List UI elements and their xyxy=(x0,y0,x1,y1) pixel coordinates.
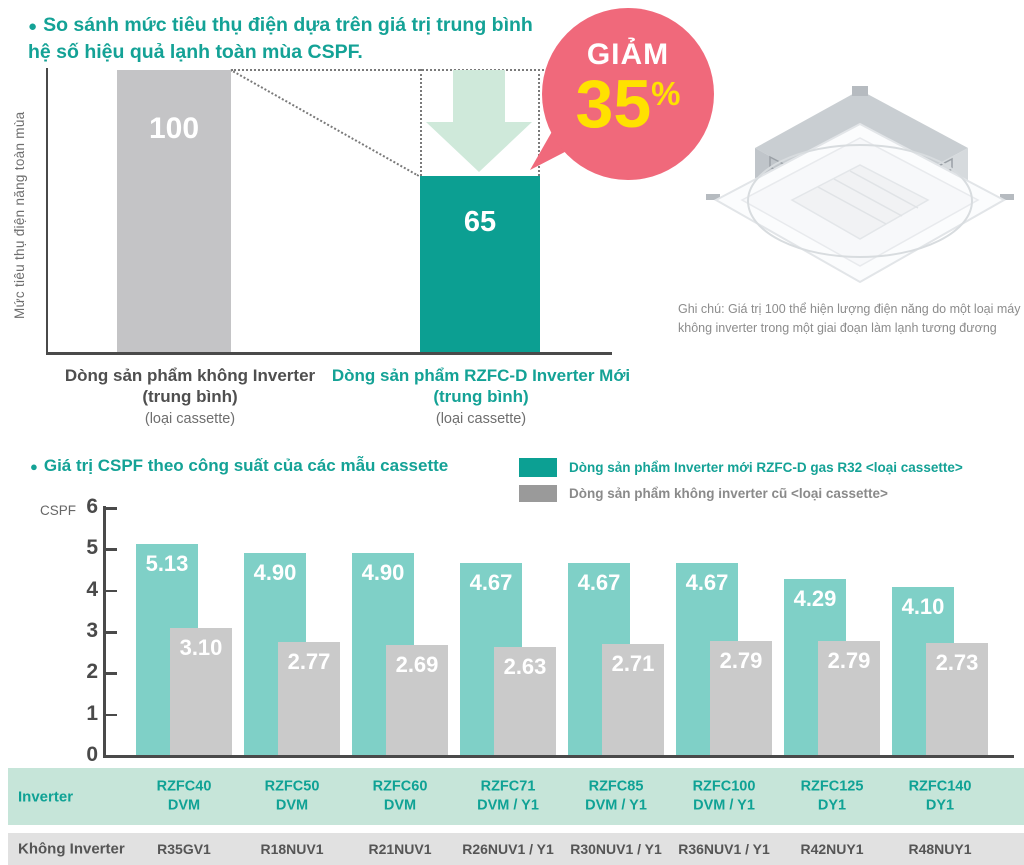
legend-label-inverter: Dòng sản phẩm Inverter mới RZFC-D gas R3… xyxy=(569,460,963,475)
badge-value: 35% xyxy=(575,66,681,142)
y-tick-mark xyxy=(106,589,117,593)
bullet-icon: ● xyxy=(28,18,38,35)
bar-inverter-value: 65 xyxy=(463,206,497,238)
chart2-y-axis-line xyxy=(103,506,106,758)
bar-non-inverter-100: 100 xyxy=(117,70,231,353)
bar-value-label: 4.90 xyxy=(361,560,405,586)
reduction-arrow-icon xyxy=(426,70,532,172)
chart2-x-axis-line xyxy=(103,755,1014,758)
label-non-inverter: Dòng sản phẩm không Inverter (trung bình… xyxy=(64,366,316,428)
bar-value-label: 2.73 xyxy=(935,650,979,676)
bar-value-label: 2.77 xyxy=(287,648,331,674)
y-tick-2: 2 xyxy=(86,660,98,684)
bar-value-label: 4.67 xyxy=(577,569,621,595)
bar-inverter-65: 65 xyxy=(420,176,540,353)
footnote: Ghi chú: Giá trị 100 thể hiện lượng điện… xyxy=(678,302,1021,336)
non-inverter-model-7: R48NUY1 xyxy=(908,841,972,857)
non-inverter-row-label: Không Inverter xyxy=(18,840,125,858)
dotted-guide-vertical-right xyxy=(538,69,540,176)
non-inverter-model-2: R21NUV1 xyxy=(368,841,432,857)
cspf-bar-non-inverter-7: 2.73 xyxy=(926,643,988,756)
ac-unit-image xyxy=(706,86,1014,284)
y-tick-mark xyxy=(106,548,117,551)
inverter-row-label: Inverter xyxy=(18,788,74,805)
inverter-model-0: RZFC40 DVM xyxy=(156,777,212,814)
y-tick-mark xyxy=(106,631,117,634)
y-tick-mark xyxy=(106,672,117,675)
legend-item-inverter: Dòng sản phẩm Inverter mới RZFC-D gas R3… xyxy=(519,458,963,477)
inverter-row: Inverter RZFC40 DVM RZFC50 DVM RZFC60 DVM RZFC… xyxy=(8,768,1024,825)
cspf-bar-non-inverter-5: 2.79 xyxy=(710,640,772,756)
inverter-model-4: RZFC85 DVM / Y1 xyxy=(585,777,647,814)
section1-title-text: So sánh mức tiêu thụ điện dựa trên giá t… xyxy=(28,14,533,63)
chart1-y-axis-line xyxy=(46,68,48,355)
percent-sign: % xyxy=(651,75,681,112)
inverter-model-1: RZFC50 DVM xyxy=(264,777,320,814)
section2-title: ● Giá trị CSPF theo công suất của các mẫu… xyxy=(30,456,448,476)
dotted-guide-horizontal xyxy=(231,69,592,71)
y-tick-mark xyxy=(106,713,117,717)
bar-value-label: 2.79 xyxy=(827,647,871,673)
bar-value-label: 2.69 xyxy=(395,651,439,677)
y-tick-0: 0 xyxy=(86,743,98,766)
non-inverter-model-0: R35GV1 xyxy=(157,841,211,857)
bar-value-label: 2.79 xyxy=(719,647,763,673)
bar-value-label: 4.67 xyxy=(469,569,513,595)
non-inverter-row: Không Inverter R35GV1 R18NUV1 R21NUV1 R26NU… xyxy=(8,833,1024,865)
bar-value-label: 4.90 xyxy=(253,560,297,586)
non-inverter-model-1: R18NUV1 xyxy=(260,841,324,857)
bar-value-label: 3.10 xyxy=(179,634,223,660)
non-inverter-model-6: R42NUY1 xyxy=(800,841,864,857)
chart1-y-axis-label: Mức tiêu thụ điện năng toàn mùa xyxy=(12,111,27,319)
non-inverter-model-4: R30NUV1 / Y1 xyxy=(570,841,662,857)
section2-title-text: Giá trị CSPF theo công suất của các mẫu … xyxy=(43,456,449,475)
bar-non-inverter-value: 100 xyxy=(148,112,200,145)
cspf-bar-non-inverter-4: 2.71 xyxy=(602,643,664,756)
y-tick-mark xyxy=(106,507,117,510)
y-tick-6: 6 xyxy=(86,495,98,518)
label-inverter: Dòng sản phẩm RZFC-D Inverter Mới (trung… xyxy=(331,366,631,428)
bar-value-label: 5.13 xyxy=(145,550,189,576)
cspf-bar-non-inverter-1: 2.77 xyxy=(278,641,340,756)
badge-word: GIẢM xyxy=(586,38,670,71)
y-tick-4: 4 xyxy=(86,577,98,601)
legend-swatch-gray xyxy=(519,485,557,502)
legend-item-non-inverter: Dòng sản phẩm không inverter cũ <loại ca… xyxy=(519,485,888,502)
y-tick-3: 3 xyxy=(86,619,98,642)
inverter-model-6: RZFC125 DY1 xyxy=(800,777,864,814)
non-inverter-model-5: R36NUV1 / Y1 xyxy=(678,841,770,857)
chart1-x-axis-line xyxy=(46,352,612,355)
y-tick-1: 1 xyxy=(86,701,98,725)
cspf-bar-non-inverter-0: 3.10 xyxy=(170,627,232,756)
y-tick-5: 5 xyxy=(86,536,98,560)
legend-label-non-inverter: Dòng sản phẩm không inverter cũ <loại ca… xyxy=(569,486,888,501)
discount-badge: GIẢM 35% xyxy=(542,8,714,180)
inverter-model-3: RZFC71 DVM / Y1 xyxy=(477,777,539,814)
bar-value-label: 4.67 xyxy=(685,569,729,595)
bar-value-label: 2.71 xyxy=(611,650,655,676)
inverter-model-7: RZFC140 DY1 xyxy=(908,777,972,814)
inverter-model-2: RZFC60 DVM xyxy=(372,777,428,814)
bar-value-label: 4.29 xyxy=(793,585,837,611)
cspf-bar-non-inverter-2: 2.69 xyxy=(386,644,448,756)
non-inverter-model-3: R26NUV1 / Y1 xyxy=(462,841,554,857)
bar-value-label: 4.10 xyxy=(901,593,945,619)
section1-title: ● So sánh mức tiêu thụ điện dựa trên giá … xyxy=(28,12,558,66)
cspf-bar-non-inverter-3: 2.63 xyxy=(494,647,556,756)
cspf-bar-non-inverter-6: 2.79 xyxy=(818,640,880,756)
dotted-guide-vertical-left xyxy=(420,69,422,176)
inverter-model-5: RZFC100 DVM / Y1 xyxy=(692,777,756,814)
cspf-axis-label: CSPF xyxy=(40,503,77,518)
bar-value-label: 2.63 xyxy=(503,654,547,680)
legend-swatch-teal xyxy=(519,458,557,477)
dotted-guide-diagonal xyxy=(230,69,420,177)
bullet-icon: ● xyxy=(30,459,38,474)
